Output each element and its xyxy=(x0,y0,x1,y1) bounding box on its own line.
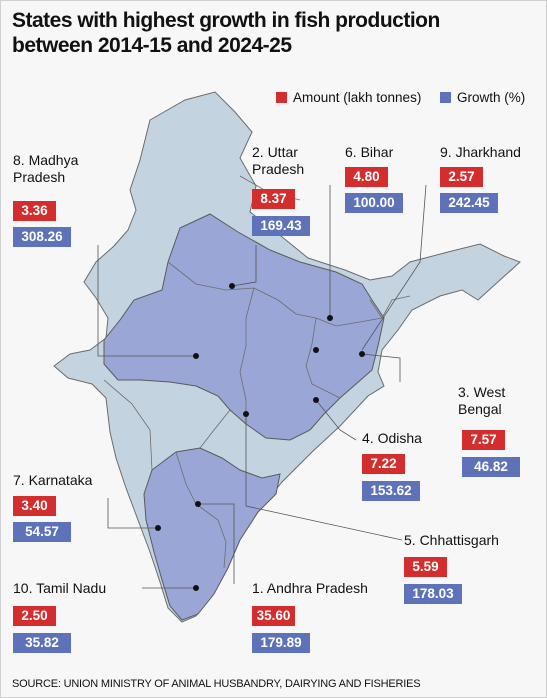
label-jharkhand: 9. Jharkhand xyxy=(440,144,521,161)
legend-amount-swatch xyxy=(276,92,287,103)
label-bihar: 6. Bihar xyxy=(345,144,393,161)
state-name: 8. Madhya xyxy=(13,152,79,168)
state-markers xyxy=(155,283,365,591)
state-name: 5. Chhattisgarh xyxy=(404,532,499,548)
marker-jharkhand xyxy=(313,347,319,353)
growth-badge-karnataka: 54.57 xyxy=(13,522,71,542)
marker-uttar-pradesh xyxy=(229,283,235,289)
state-name: 4. Odisha xyxy=(362,430,422,446)
state-name-line-2: Pradesh xyxy=(252,161,305,177)
growth-badge-chhattisgarh: 178.03 xyxy=(404,584,462,604)
state-name: 9. Jharkhand xyxy=(440,144,521,160)
growth-badge-bihar: 100.00 xyxy=(345,193,403,213)
highlighted-region-north xyxy=(103,213,385,441)
legend-growth-swatch xyxy=(440,92,451,103)
title-line-1: States with highest growth in fish produ… xyxy=(12,9,440,32)
amount-badge-odisha: 7.22 xyxy=(362,454,405,474)
label-karnataka: 7. Karnataka xyxy=(13,472,92,489)
marker-karnataka xyxy=(155,525,161,531)
amount-badge-west-bengal: 7.57 xyxy=(462,430,505,450)
source-note: SOURCE: UNION MINISTRY OF ANIMAL HUSBAND… xyxy=(12,678,421,690)
marker-west-bengal xyxy=(359,351,365,357)
amount-badge-madhya-pradesh: 3.36 xyxy=(13,201,56,221)
growth-badge-uttar-pradesh: 169.43 xyxy=(252,216,310,236)
legend-amount-label: Amount (lakh tonnes) xyxy=(293,90,422,105)
state-name: 7. Karnataka xyxy=(13,472,93,488)
amount-badge-jharkhand: 2.57 xyxy=(440,167,483,187)
label-andhra-pradesh: 1. Andhra Pradesh xyxy=(252,580,368,597)
label-odisha: 4. Odisha xyxy=(362,430,422,447)
growth-badge-west-bengal: 46.82 xyxy=(462,457,520,477)
marker-chhattisgarh xyxy=(243,411,249,417)
marker-bihar xyxy=(327,315,333,321)
legend-growth-label: Growth (%) xyxy=(457,90,526,105)
amount-badge-chhattisgarh: 5.59 xyxy=(404,557,447,577)
label-tamil-nadu: 10. Tamil Nadu xyxy=(13,580,106,597)
marker-odisha xyxy=(313,397,319,403)
state-name-line-2: Bengal xyxy=(458,401,502,417)
marker-andhra-pradesh xyxy=(195,501,201,507)
amount-badge-karnataka: 3.40 xyxy=(13,496,56,516)
title-line-2: between 2014-15 and 2024-25 xyxy=(12,34,292,57)
infographic-title: States with highest growth in fish produ… xyxy=(12,8,440,58)
state-name: 10. Tamil Nadu xyxy=(13,580,107,596)
state-name-line-2: Pradesh xyxy=(13,169,66,185)
growth-badge-jharkhand: 242.45 xyxy=(440,193,498,213)
state-name: 2. Uttar xyxy=(252,144,298,160)
legend-growth: Growth (%) xyxy=(440,90,525,105)
growth-badge-tamil-nadu: 35.82 xyxy=(13,633,71,653)
label-uttar-pradesh: 2. Uttar Pradesh xyxy=(252,144,304,178)
state-name: 3. West xyxy=(458,384,506,400)
leader-lines xyxy=(97,184,427,589)
label-west-bengal: 3. West Bengal xyxy=(458,384,505,418)
growth-badge-odisha: 153.62 xyxy=(362,481,420,501)
amount-badge-uttar-pradesh: 8.37 xyxy=(252,189,295,209)
marker-madhya-pradesh xyxy=(193,353,199,359)
state-name: 1. Andhra Pradesh xyxy=(252,580,368,596)
state-name: 6. Bihar xyxy=(345,144,394,160)
amount-badge-bihar: 4.80 xyxy=(345,167,388,187)
state-borders xyxy=(103,175,411,569)
marker-tamil-nadu xyxy=(193,585,199,591)
label-chhattisgarh: 5. Chhattisgarh xyxy=(404,532,499,549)
growth-badge-andhra-pradesh: 179.89 xyxy=(252,633,310,653)
growth-badge-madhya-pradesh: 308.26 xyxy=(13,227,71,247)
label-madhya-pradesh: 8. Madhya Pradesh xyxy=(13,152,78,186)
amount-badge-andhra-pradesh: 35.60 xyxy=(252,606,295,626)
legend-amount: Amount (lakh tonnes) xyxy=(276,90,421,105)
amount-badge-tamil-nadu: 2.50 xyxy=(13,606,56,626)
